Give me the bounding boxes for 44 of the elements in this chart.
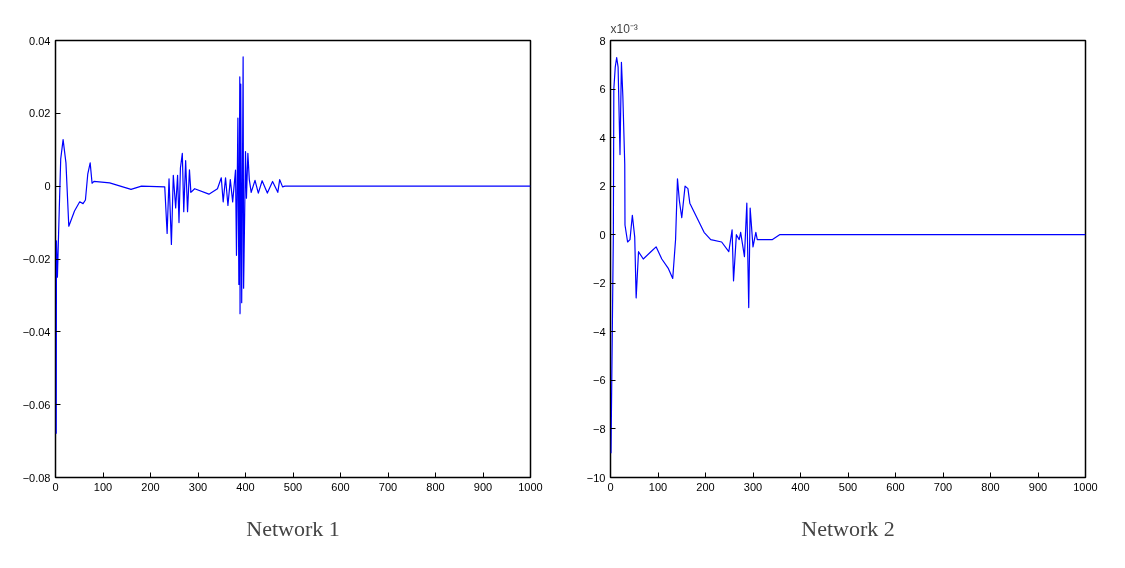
y-tick-label: −0.08 [22, 471, 51, 484]
x-tick-label: 300 [743, 480, 763, 493]
y-tick-label: −2 [592, 277, 606, 290]
text: x10⁻³ [610, 21, 638, 36]
y-tick-label: 6 [599, 83, 606, 96]
y-tick-label: −0.04 [22, 325, 51, 338]
line-series [55, 56, 531, 435]
y-tick-label: 0 [44, 180, 51, 193]
y-tick-label: 8 [599, 34, 606, 47]
x-tick-label: 600 [331, 480, 350, 493]
text: Network 2 [801, 515, 895, 541]
y-tick-label: 0.02 [29, 107, 51, 120]
y-tick-label: −0.02 [22, 253, 51, 265]
x-tick-label: 200 [141, 480, 160, 493]
x-tick-label: 500 [838, 480, 858, 493]
x-tick-label: 400 [236, 480, 255, 493]
y-tick-label: −6 [592, 374, 606, 387]
x-tick-label: 0 [607, 480, 614, 493]
x-tick-label: 500 [283, 480, 303, 493]
x-tick-label: 600 [886, 480, 905, 493]
x-tick-label: 1000 [518, 480, 543, 493]
y-tick-label: −4 [592, 325, 606, 338]
text: Network 1 [246, 515, 340, 541]
y-tick-label: 2 [599, 180, 606, 193]
x-tick-label: 0 [52, 480, 59, 493]
x-tick-label: 800 [426, 480, 445, 493]
y-tick-label: 0 [599, 228, 606, 241]
x-tick-label: 1000 [1073, 480, 1098, 493]
y-tick-label: −0.06 [22, 398, 51, 411]
x-tick-label: 900 [473, 480, 493, 493]
x-tick-label: 200 [696, 480, 715, 493]
x-tick-label: 700 [933, 480, 953, 493]
x-tick-label: 300 [188, 480, 208, 493]
x-tick-label: 900 [1028, 480, 1048, 493]
x-tick-label: 700 [378, 480, 398, 493]
y-tick-label: 4 [599, 131, 606, 144]
y-tick-label: 0.04 [29, 34, 51, 47]
y-tick-label: −8 [592, 422, 606, 435]
x-tick-label: 400 [791, 480, 810, 493]
y-tick-label: −10 [586, 471, 606, 484]
line-series [610, 56, 1086, 454]
x-tick-label: 800 [981, 480, 1000, 493]
x-tick-label: 100 [93, 480, 113, 493]
x-tick-label: 100 [648, 480, 668, 493]
